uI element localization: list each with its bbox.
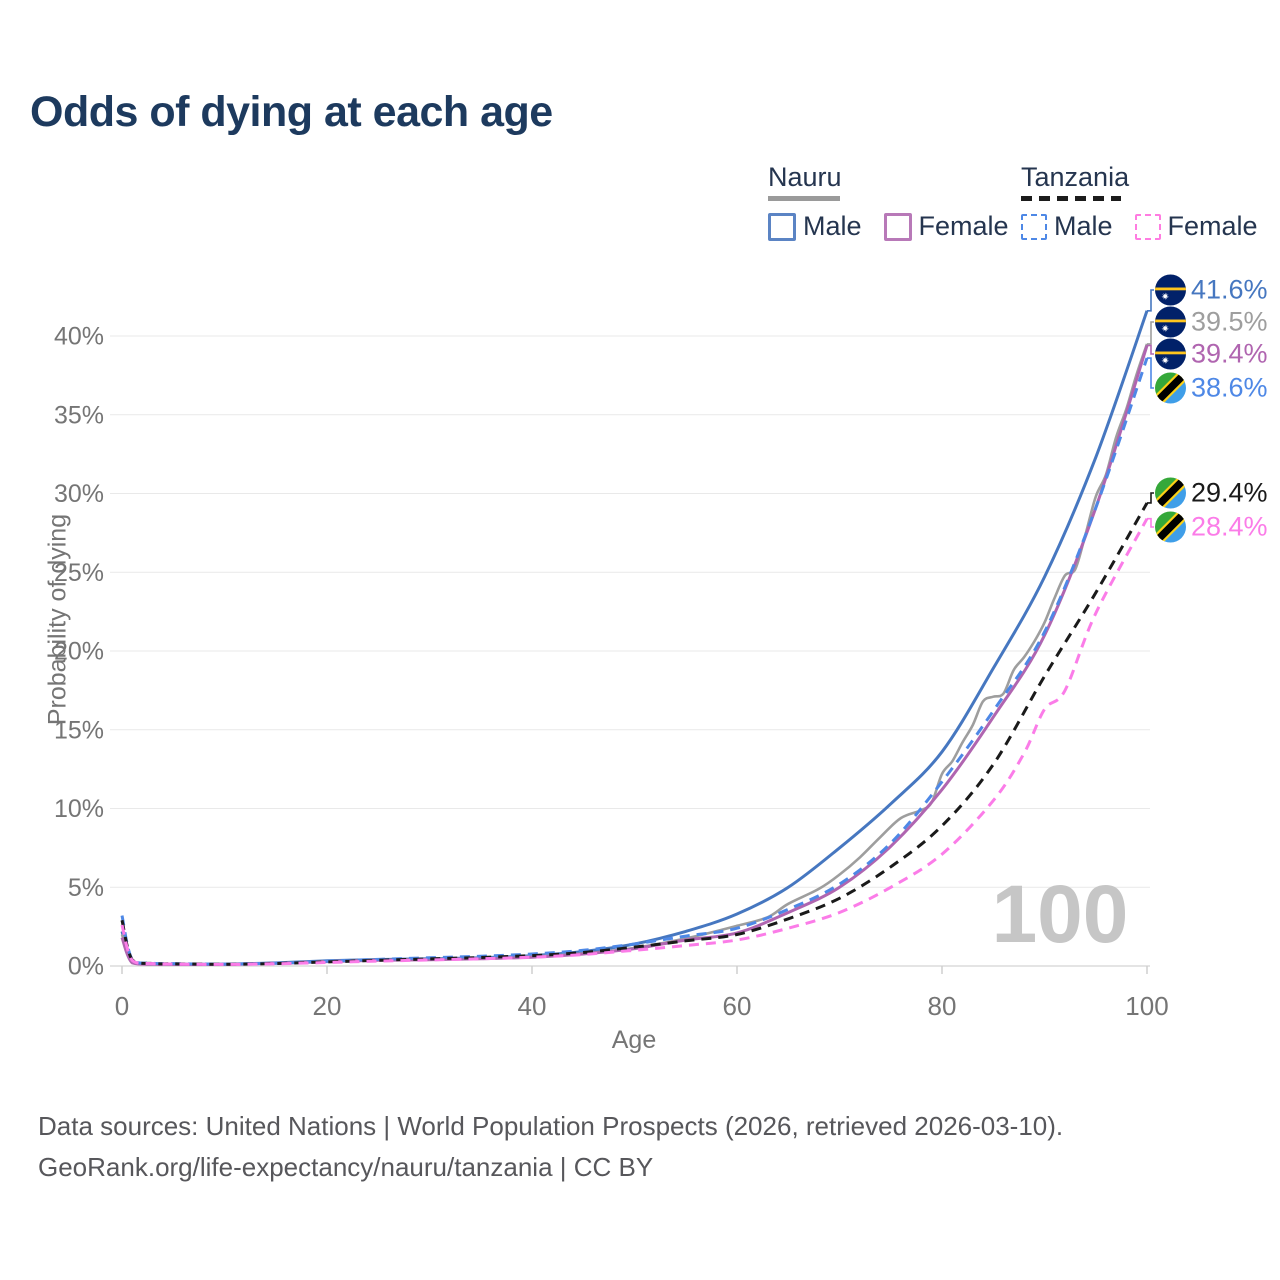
legend-group-tanzania: Tanzania Male Female [1021, 162, 1280, 242]
x-tick-label: 80 [928, 991, 957, 1021]
y-tick-label: 40% [54, 323, 104, 351]
series-line-4 [120, 502, 1149, 966]
legend-group-nauru: Nauru Male Female [768, 162, 1031, 242]
nauru-flag-icon [1155, 274, 1186, 306]
nauru-flag-icon [1155, 306, 1186, 338]
end-label-connector [1147, 321, 1154, 345]
y-tick-label: 35% [54, 401, 104, 429]
legend-label: Female [918, 211, 1009, 241]
data-sources-text: Data sources: United Nations | World Pop… [38, 1111, 1064, 1141]
legend-item-tanzania-male[interactable]: Male [1021, 211, 1113, 242]
series-line-5 [120, 517, 1149, 966]
tanzania-female-swatch-icon [1134, 213, 1161, 240]
legend-label: Male [803, 211, 862, 241]
x-tick-label: 40 [518, 991, 547, 1021]
series-line-0 [120, 310, 1149, 966]
nauru-flag-icon [1155, 338, 1186, 370]
series-line-3 [120, 357, 1149, 966]
end-label-value: 39.5% [1191, 306, 1268, 337]
y-tick-label: 30% [54, 480, 104, 508]
series-end-label-3: 38.6% [1155, 372, 1268, 404]
y-tick-label: 15% [54, 716, 104, 744]
legend-header-tanzania[interactable]: Tanzania [1021, 162, 1130, 192]
end-label-connector [1147, 517, 1154, 528]
end-label-value: 38.6% [1191, 372, 1268, 403]
tanzania-flag-icon [1155, 372, 1186, 404]
x-tick-label: 100 [1125, 991, 1168, 1021]
nauru-female-swatch-icon [883, 212, 912, 241]
end-label-connector [1147, 492, 1154, 504]
legend-header-nauru[interactable]: Nauru [768, 162, 842, 192]
legend-label: Female [1167, 211, 1258, 241]
series-end-label-1: 39.5% [1155, 306, 1268, 338]
end-label-connector [1147, 289, 1154, 312]
tanzania-flag-icon [1155, 477, 1186, 509]
y-tick-label: 5% [68, 874, 104, 902]
y-tick-label: 25% [54, 559, 104, 587]
series-end-label-4: 29.4% [1155, 477, 1268, 509]
tanzania-male-swatch-icon [1021, 213, 1047, 240]
nauru-male-swatch-icon [768, 212, 796, 241]
series-end-label-2: 39.4% [1155, 338, 1268, 370]
tanzania-flag-icon [1155, 511, 1186, 543]
age-watermark: 100 [992, 869, 1129, 960]
footer: Data sources: United Nations | World Pop… [38, 1106, 1063, 1188]
end-label-connector [1147, 357, 1154, 389]
legend-item-tanzania-female[interactable]: Female [1134, 211, 1258, 242]
y-tick-label: 0% [68, 953, 104, 981]
series-end-label-5: 28.4% [1155, 511, 1268, 543]
nauru-line-style-underline [768, 196, 840, 201]
legend-item-nauru-female[interactable]: Female [883, 211, 1009, 242]
tanzania-line-style-underline [1021, 196, 1121, 201]
series-end-label-0: 41.6% [1155, 274, 1268, 306]
page-title: Odds of dying at each age [30, 88, 553, 136]
y-tick-label: 10% [54, 795, 104, 823]
x-axis-title: Age [611, 1026, 657, 1054]
end-label-connector [1147, 344, 1154, 355]
end-label-value: 39.4% [1191, 338, 1268, 369]
end-label-value: 29.4% [1191, 477, 1268, 508]
legend-label: Male [1054, 211, 1113, 241]
y-tick-label: 20% [54, 638, 104, 666]
end-label-value: 28.4% [1191, 511, 1268, 542]
x-tick-label: 20 [313, 991, 342, 1021]
y-axis-title: Probability of dying [43, 513, 72, 726]
attribution-text: GeoRank.org/life-expectancy/nauru/tanzan… [38, 1152, 654, 1182]
legend-item-nauru-male[interactable]: Male [768, 211, 862, 242]
x-tick-label: 0 [115, 991, 129, 1021]
end-label-value: 41.6% [1191, 274, 1268, 305]
x-tick-label: 60 [723, 991, 752, 1021]
